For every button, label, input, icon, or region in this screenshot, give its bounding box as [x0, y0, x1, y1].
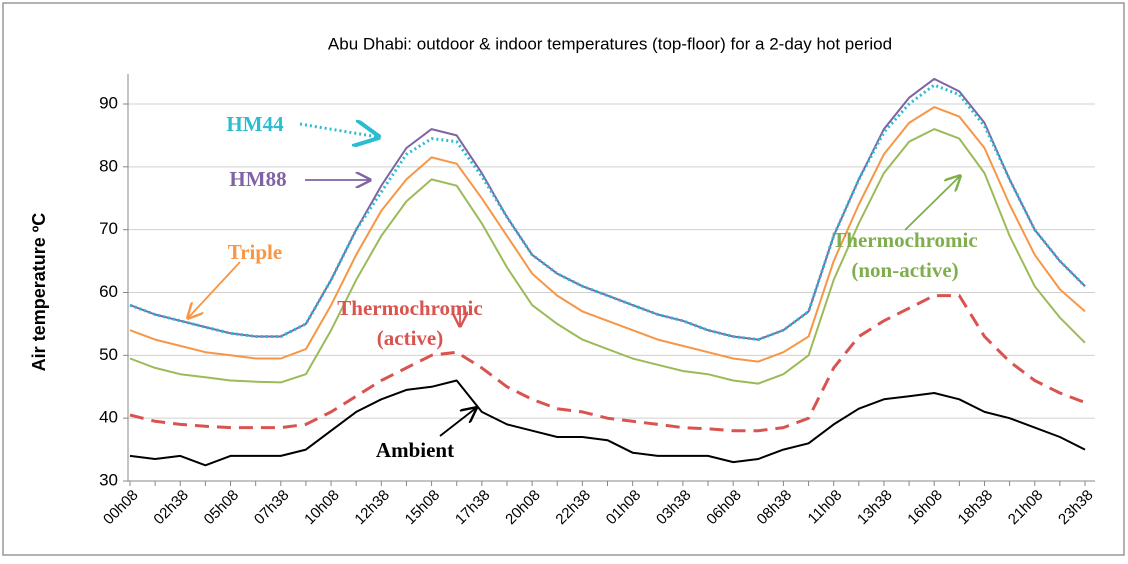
y-tick-label: 60 — [99, 282, 118, 301]
chart-frame — [2, 2, 1125, 556]
series-line — [129, 128, 1086, 385]
annotation-arrow — [439, 408, 476, 437]
annotation: Triple — [228, 240, 282, 264]
annotation: HM88 — [229, 167, 286, 191]
y-tick-label: 90 — [99, 93, 118, 112]
annotation-arrow — [188, 261, 241, 318]
chart-title: Abu Dhabi: outdoor & indoor temperatures… — [328, 34, 892, 53]
annotation: (non-active) — [851, 258, 958, 282]
y-tick-label: 50 — [99, 345, 118, 364]
annotation: (active) — [377, 326, 443, 350]
annotation-arrow — [299, 124, 378, 137]
series-line — [129, 379, 1086, 467]
y-axis-label: Air temperature ºC — [29, 213, 49, 372]
annotation: Ambient — [376, 438, 454, 462]
y-tick-label: 70 — [99, 219, 118, 238]
y-tick-label: 30 — [99, 470, 118, 489]
annotation: Thermochromic — [832, 228, 977, 252]
series-line — [129, 77, 1086, 341]
annotation: HM44 — [226, 112, 284, 136]
series-line — [129, 106, 1086, 363]
y-tick-label: 80 — [99, 156, 118, 175]
y-tick-label: 40 — [99, 408, 118, 427]
series-line — [129, 294, 1086, 433]
annotation-arrow — [904, 176, 960, 231]
